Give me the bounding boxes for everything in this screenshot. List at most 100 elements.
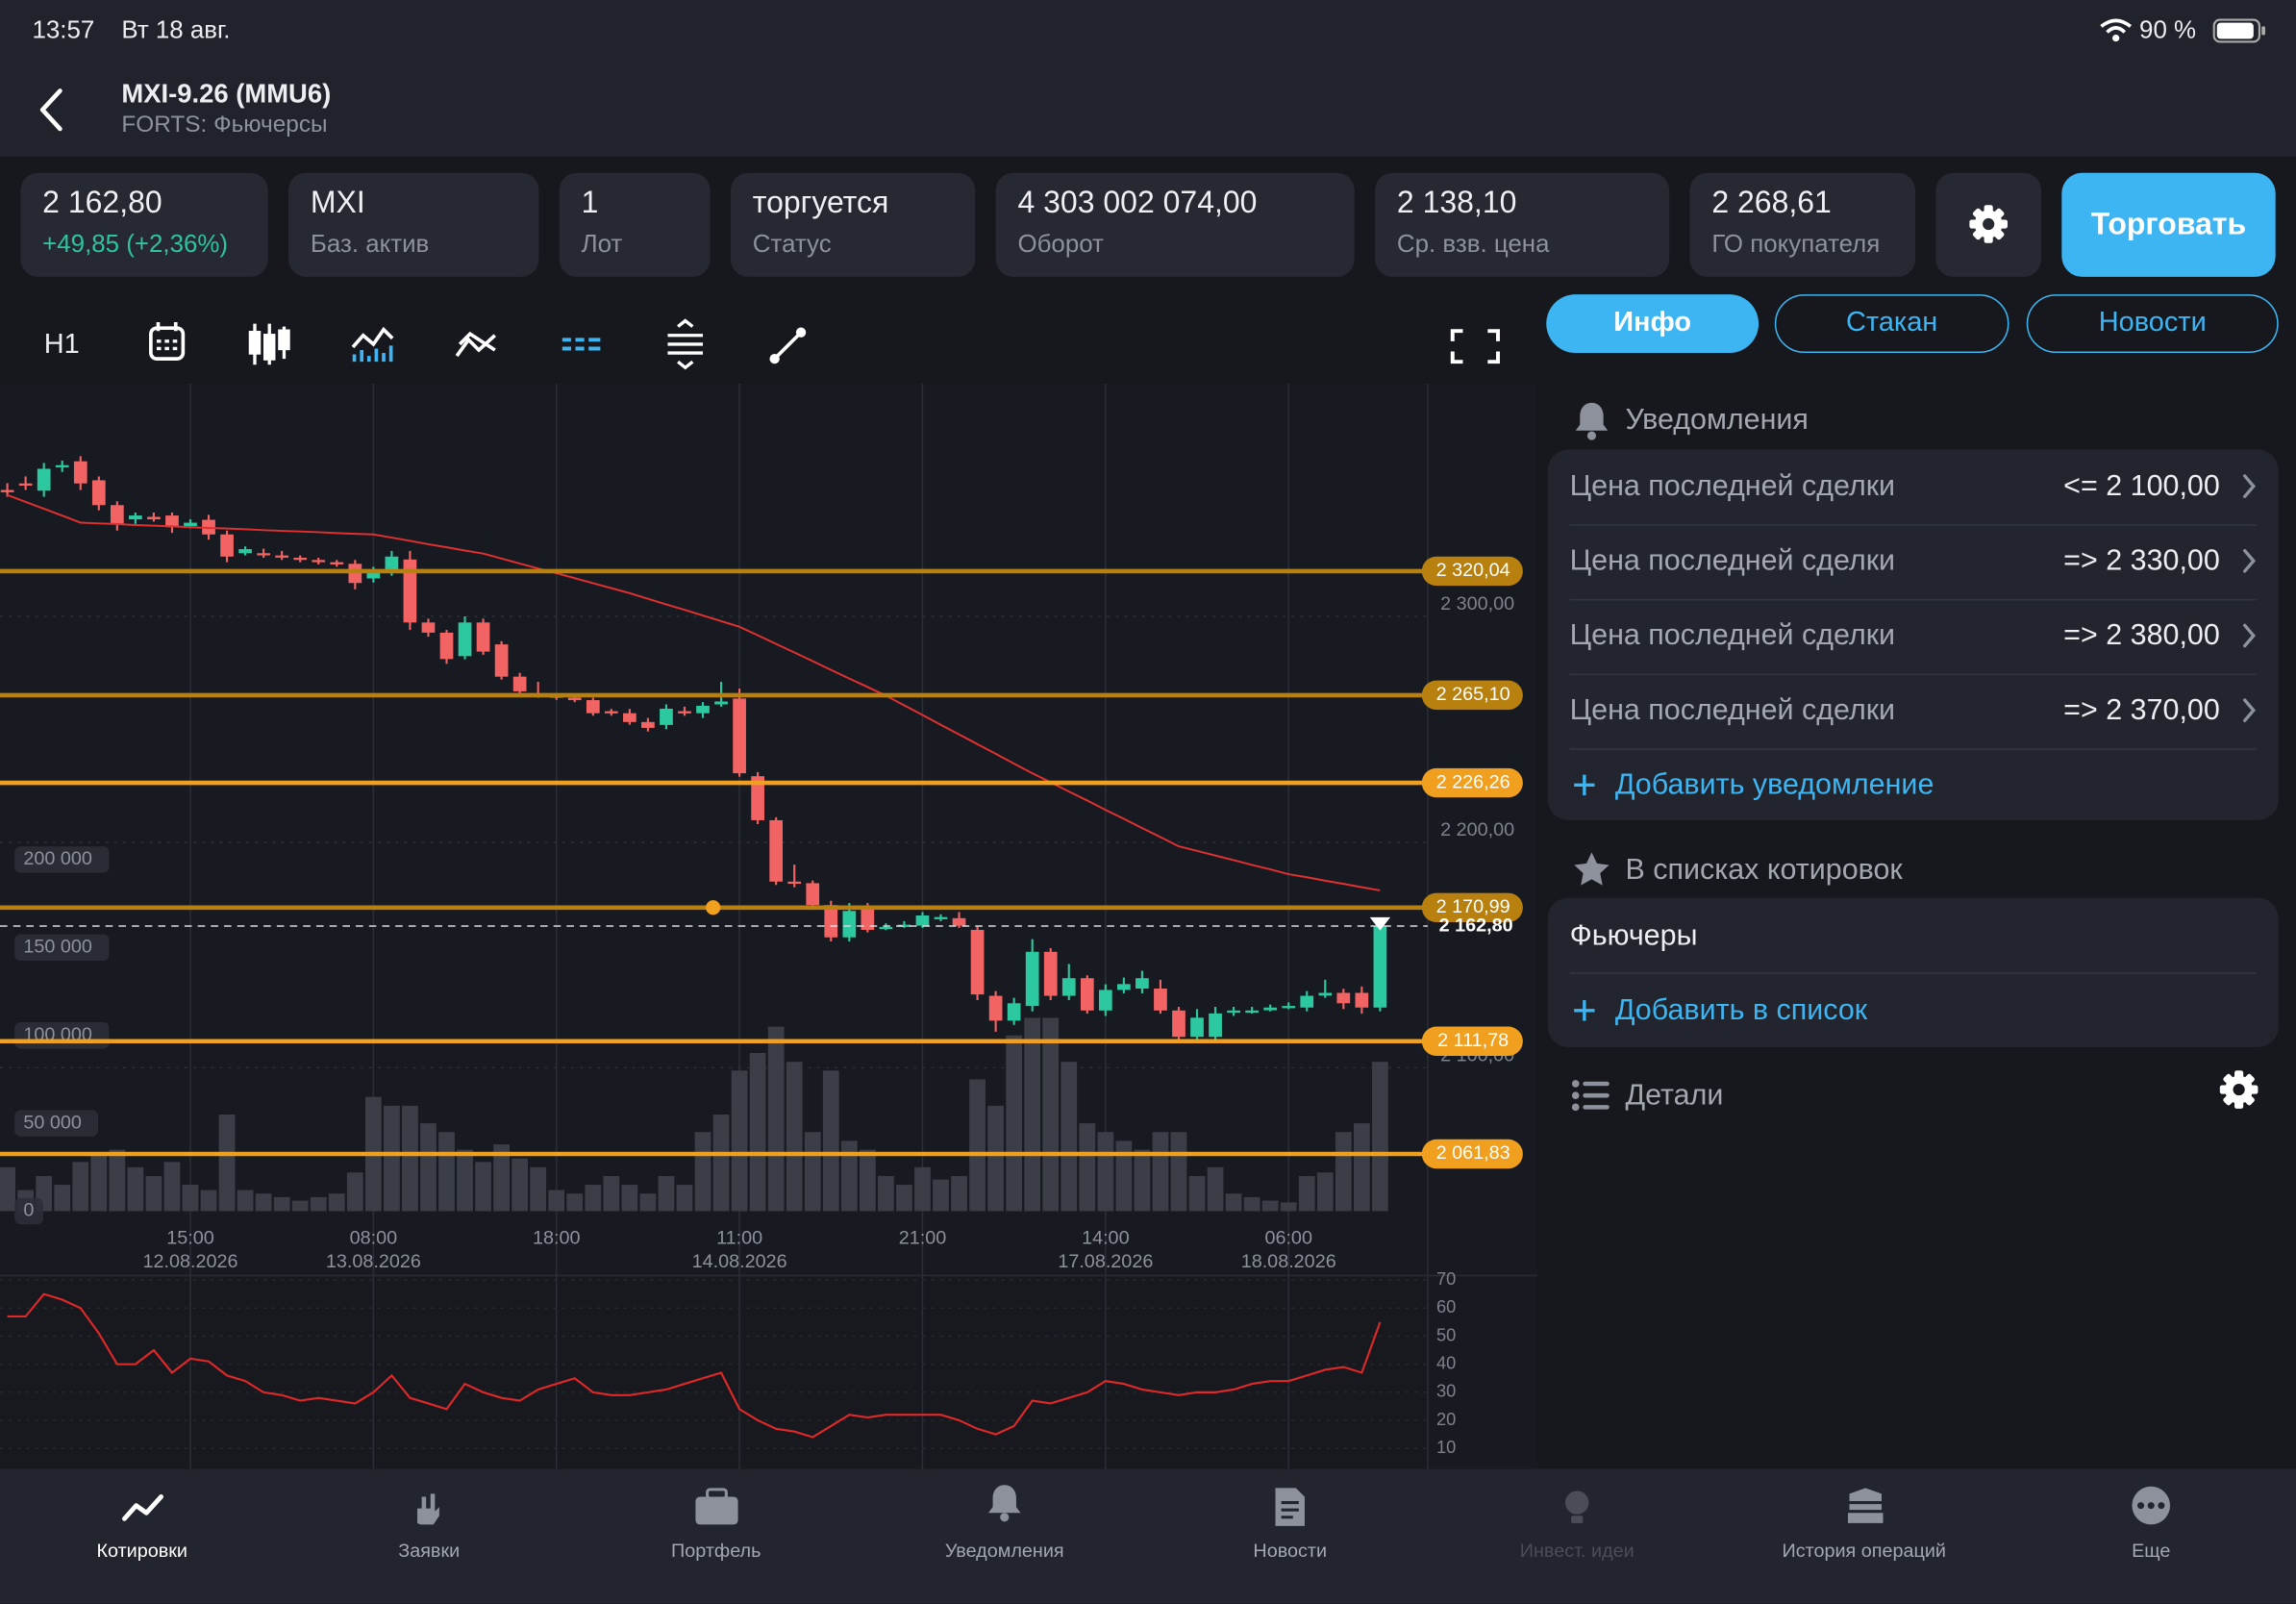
tile-value: 2 268,61 [1711, 186, 1832, 220]
alert-value[interactable]: => 2 370,00 [2063, 693, 2220, 727]
nav-item[interactable]: Заявки [398, 1539, 461, 1562]
x-tick-label: 21:00 [899, 1228, 947, 1249]
candle-body [1043, 951, 1058, 996]
volume-bar [566, 1193, 584, 1212]
candle-body [641, 721, 655, 728]
tile-value: MXI [310, 186, 365, 220]
tab-news[interactable]: Новости [2026, 294, 2279, 354]
back-button[interactable] [36, 88, 68, 132]
price-tile: 2 162,80 +49,85 (+2,36%) [20, 172, 268, 277]
alert-value[interactable]: => 2 330,00 [2063, 544, 2220, 578]
candle-body [1245, 1010, 1259, 1014]
settings-button[interactable] [1935, 172, 2042, 277]
candle-body [897, 924, 911, 927]
tile-value: 1 [581, 186, 599, 220]
nav-item[interactable]: Новости [1253, 1539, 1328, 1562]
chart-toolbar [149, 318, 1500, 370]
separator [1569, 524, 2257, 526]
candle-body [1190, 1017, 1204, 1038]
alert-label[interactable]: Цена последней сделки [1569, 469, 1896, 503]
info-tile: 4 303 002 074,00 Оборот [995, 172, 1355, 277]
volume-bar [475, 1162, 491, 1212]
volume-bar [933, 1179, 949, 1212]
volume-bar [255, 1193, 272, 1212]
volume-bar [1353, 1123, 1370, 1212]
tab-info[interactable]: Инфо [1546, 294, 1759, 354]
x-tick-label: 11:00 [716, 1228, 762, 1249]
candle-body [330, 562, 344, 564]
x-tick-date: 17.08.2026 [1058, 1251, 1153, 1272]
tab-orderbook[interactable]: Стакан [1774, 294, 2009, 354]
volume-tick-bg [14, 1110, 99, 1137]
volume-bar [1335, 1132, 1352, 1212]
volume-bar [384, 1105, 400, 1212]
timeframe-button[interactable]: H1 [43, 329, 80, 361]
instrument-subtitle: FORTS: Фьючерсы [121, 113, 328, 138]
candle-body [751, 776, 764, 820]
candle-body [1318, 992, 1333, 996]
candle-body [934, 916, 948, 919]
volume-tick-label: 200 000 [23, 848, 92, 869]
drawings-icon[interactable] [455, 331, 496, 358]
alert-value[interactable]: <= 2 100,00 [2063, 469, 2220, 503]
x-tick-label: 14:00 [1082, 1228, 1130, 1249]
y-tick-label: 2 200,00 [1440, 819, 1514, 840]
candle-body [1300, 995, 1314, 1008]
volume-bar [621, 1185, 638, 1212]
candle-body [696, 705, 710, 714]
add-alert[interactable]: Добавить уведомление [1614, 768, 1934, 802]
trade-button[interactable]: Торговать [2061, 172, 2276, 277]
fullscreen-icon[interactable] [1450, 329, 1500, 364]
info-tile: 2 268,61 ГО покупателя [1689, 172, 1916, 277]
separator [1569, 972, 2257, 974]
nav-icon [122, 1494, 163, 1521]
calendar-icon[interactable] [149, 322, 186, 361]
watchlist-item[interactable]: Фьючеры [1569, 919, 1698, 952]
add-watchlist[interactable]: Добавить в список [1614, 994, 1868, 1027]
candle-body [1355, 992, 1369, 1008]
volume-bar [420, 1123, 437, 1212]
chevrons [2243, 474, 2257, 948]
tile-value: 4 303 002 074,00 [1017, 186, 1258, 220]
nav-icon [987, 1485, 1021, 1522]
alert-label[interactable]: Цена последней сделки [1569, 544, 1896, 578]
nav-item[interactable]: История операций [1782, 1539, 1946, 1562]
volume-tick-bg [14, 1197, 43, 1225]
ruler-icon[interactable] [769, 327, 807, 364]
tile-label: ГО покупателя [1711, 230, 1881, 259]
alert-label[interactable]: Цена последней сделки [1569, 693, 1896, 727]
wifi-icon [2100, 18, 2133, 42]
candle-body [348, 564, 362, 584]
candles-icon[interactable] [248, 323, 290, 365]
nav-item[interactable]: Уведомления [944, 1539, 1064, 1562]
details-settings[interactable] [2218, 1069, 2259, 1111]
moving-average [7, 493, 1381, 891]
levels-icon[interactable] [562, 338, 601, 351]
candle-body [842, 911, 857, 938]
candle-body [1025, 951, 1039, 1007]
volume-bar [1097, 1132, 1114, 1212]
candle-body [660, 708, 673, 725]
indicators-icon[interactable] [351, 326, 394, 363]
candle-body [1061, 978, 1076, 996]
level-label-bg [1421, 680, 1523, 711]
nav-item[interactable]: Инвест. идеи [1519, 1539, 1635, 1562]
price-change: +49,85 (+2,36%) [42, 230, 229, 259]
candle-body [1227, 1010, 1240, 1014]
nav-item[interactable]: Еще [2132, 1539, 2171, 1562]
volume-bar [1115, 1140, 1133, 1212]
level-label: 2 320,04 [1436, 560, 1510, 581]
candle-body [915, 915, 930, 926]
nav-icon [1565, 1491, 1589, 1523]
candle-body [257, 553, 270, 556]
range-icon[interactable] [667, 318, 704, 370]
nav-item[interactable]: Портфель [671, 1539, 761, 1562]
nav-item[interactable]: Котировки [96, 1539, 187, 1562]
candle-body [238, 549, 252, 554]
volume-bar [218, 1114, 236, 1212]
alert-value[interactable]: => 2 380,00 [2063, 619, 2220, 652]
info-tile: 1 Лот [559, 172, 711, 277]
alert-label[interactable]: Цена последней сделки [1569, 619, 1896, 652]
